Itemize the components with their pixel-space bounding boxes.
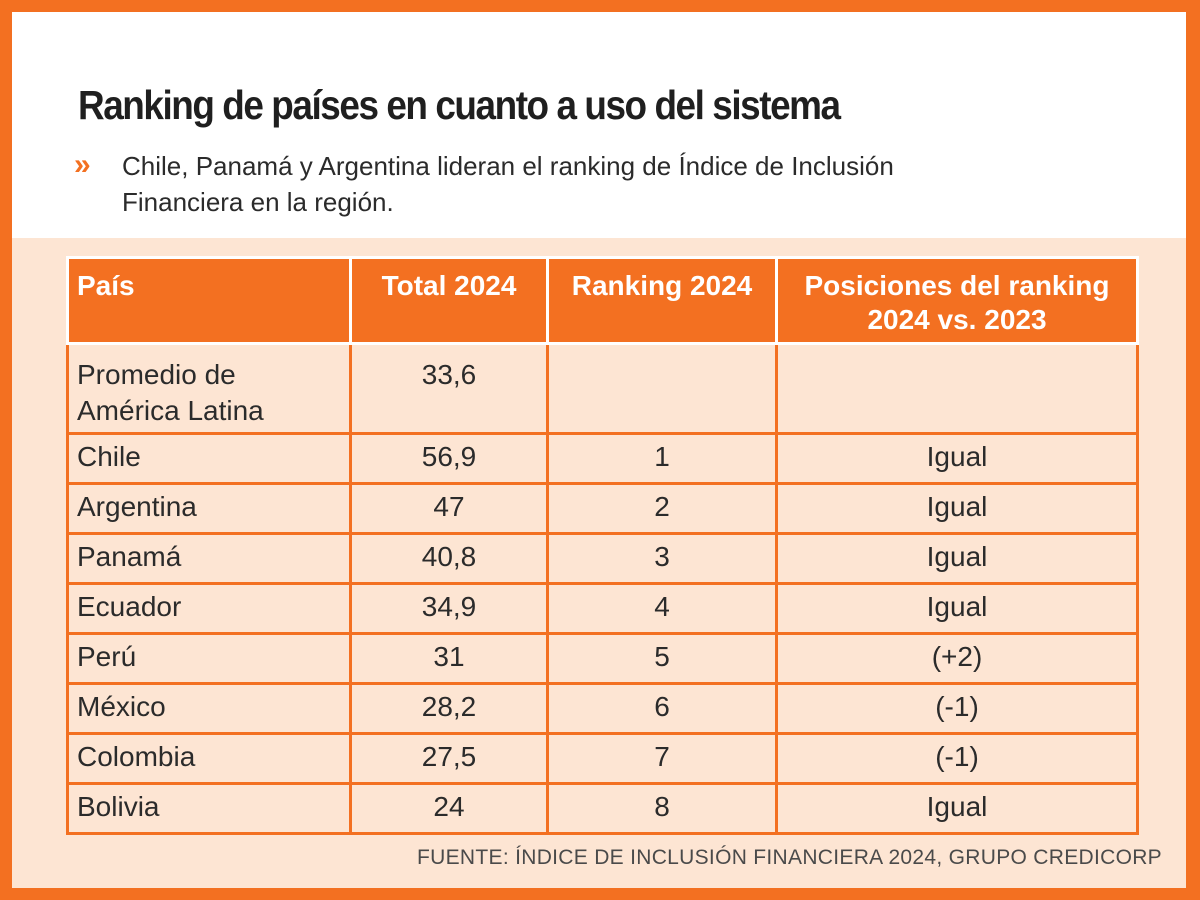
table-row: Argentina 47 2 Igual [66,482,1139,535]
table-row: Promedio de América Latina 33,6 [66,342,1139,435]
cell-posiciones: (+2) [775,632,1139,685]
cell-posiciones: Igual [775,782,1139,835]
table-row: Colombia 27,5 7 (-1) [66,732,1139,785]
cell-posiciones: Igual [775,532,1139,585]
table-header-row: País Total 2024 Ranking 2024 Posiciones … [66,256,1139,345]
cell-posiciones: Igual [775,482,1139,535]
cell-total-2024: 33,6 [349,342,549,435]
cell-ranking-2024 [546,342,778,435]
double-chevron-right-icon: » [74,148,91,181]
cell-pais: Chile [66,432,352,485]
column-header-posiciones-label: Posiciones del ranking 2024 vs. 2023 [804,270,1110,335]
cell-total-2024: 31 [349,632,549,685]
cell-pais: Perú [66,632,352,685]
cell-pais: Argentina [66,482,352,535]
cell-pais: Panamá [66,532,352,585]
table-row: Ecuador 34,9 4 Igual [66,582,1139,635]
table-row: Panamá 40,8 3 Igual [66,532,1139,585]
cell-pais: México [66,682,352,735]
cell-total-2024: 40,8 [349,532,549,585]
cell-total-2024: 24 [349,782,549,835]
header-area: Ranking de países en cuanto a uso del si… [12,12,1186,238]
cell-ranking-2024: 1 [546,432,778,485]
table-row: México 28,2 6 (-1) [66,682,1139,735]
table-body: Promedio de América Latina 33,6 Chile 56,9 1… [66,342,1139,835]
table-row: Bolivia 24 8 Igual [66,782,1139,835]
column-header-total-2024: Total 2024 [349,256,549,345]
cell-pais: Colombia [66,732,352,785]
page-title: Ranking de países en cuanto a uso del si… [78,82,841,128]
cell-posiciones: (-1) [775,732,1139,785]
cell-total-2024: 47 [349,482,549,535]
cell-total-2024: 27,5 [349,732,549,785]
source-note: FUENTE: ÍNDICE DE INCLUSIÓN FINANCIERA 2… [417,846,1162,869]
cell-ranking-2024: 4 [546,582,778,635]
cell-ranking-2024: 7 [546,732,778,785]
infographic-frame: Ranking de países en cuanto a uso del si… [12,12,1186,888]
column-header-posiciones: Posiciones del ranking 2024 vs. 2023 [775,256,1139,345]
cell-pais: Ecuador [66,582,352,635]
cell-ranking-2024: 6 [546,682,778,735]
cell-posiciones: Igual [775,582,1139,635]
cell-total-2024: 28,2 [349,682,549,735]
cell-ranking-2024: 2 [546,482,778,535]
cell-pais: Bolivia [66,782,352,835]
cell-ranking-2024: 5 [546,632,778,685]
subtitle: Chile, Panamá y Argentina lideran el ran… [122,151,894,217]
ranking-table-container: País Total 2024 Ranking 2024 Posiciones … [66,256,1139,835]
cell-ranking-2024: 8 [546,782,778,835]
cell-total-2024: 56,9 [349,432,549,485]
column-header-pais: País [66,256,352,345]
ranking-table: País Total 2024 Ranking 2024 Posiciones … [66,256,1139,835]
cell-ranking-2024: 3 [546,532,778,585]
cell-posiciones [775,342,1139,435]
table-row: Perú 31 5 (+2) [66,632,1139,685]
cell-total-2024: 34,9 [349,582,549,635]
cell-posiciones: (-1) [775,682,1139,735]
table-row: Chile 56,9 1 Igual [66,432,1139,485]
column-header-ranking-2024: Ranking 2024 [546,256,778,345]
cell-pais: Promedio de América Latina [66,342,352,435]
cell-posiciones: Igual [775,432,1139,485]
